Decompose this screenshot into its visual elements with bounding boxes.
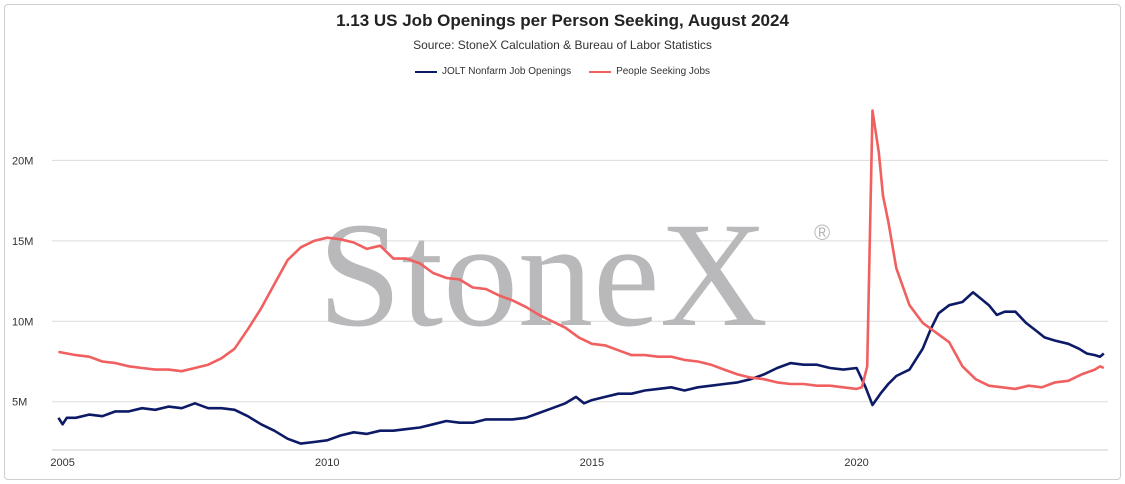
series-line-job-openings[interactable] xyxy=(57,291,1105,445)
x-tick-label: 2005 xyxy=(50,457,74,469)
chart-legend: JOLT Nonfarm Job Openings People Seeking… xyxy=(0,66,1125,77)
x-axis: 2005 2010 2015 2020 xyxy=(50,449,1108,469)
y-tick-label: 15M xyxy=(12,236,33,248)
y-axis: 5M 10M 15M 20M xyxy=(12,155,33,408)
watermark: StoneX ® xyxy=(318,192,830,358)
legend-swatch-people-seeking xyxy=(589,70,612,73)
legend-label-job-openings: JOLT Nonfarm Job Openings xyxy=(441,66,572,77)
y-tick-label: 20M xyxy=(12,155,33,167)
x-tick-label: 2020 xyxy=(844,457,868,469)
y-tick-label: 10M xyxy=(12,316,33,328)
legend-swatch-job-openings xyxy=(414,70,437,73)
x-tick-label: 2015 xyxy=(580,457,604,469)
x-tick-label: 2010 xyxy=(315,457,339,469)
chart-frame xyxy=(4,4,1121,480)
legend-item-job-openings[interactable]: JOLT Nonfarm Job Openings xyxy=(414,66,572,77)
series-line-people-seeking[interactable] xyxy=(58,109,1105,391)
legend-item-people-seeking[interactable]: People Seeking Jobs xyxy=(589,66,710,77)
series-lines xyxy=(57,109,1105,445)
gridlines xyxy=(52,159,1108,403)
watermark-registered-mark: ® xyxy=(814,220,830,245)
watermark-text: StoneX xyxy=(318,192,768,358)
legend-label-people-seeking: People Seeking Jobs xyxy=(616,66,711,77)
chart-subtitle: Source: StoneX Calculation & Bureau of L… xyxy=(413,38,712,52)
chart-title: 1.13 US Job Openings per Person Seeking,… xyxy=(336,11,789,30)
y-tick-label: 5M xyxy=(12,397,27,409)
